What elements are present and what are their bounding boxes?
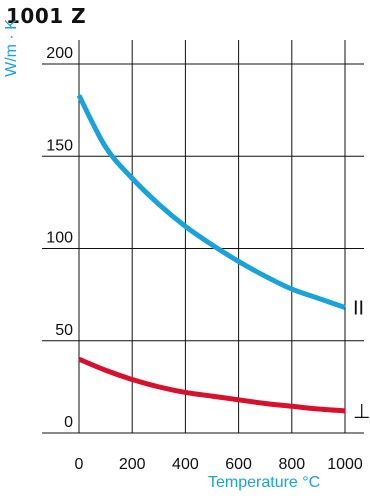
series-labels: II ⊥ xyxy=(353,298,370,423)
y-tick-label-1: 50 xyxy=(55,322,73,339)
series-line-1 xyxy=(78,356,346,414)
x-tick-label-1: 200 xyxy=(119,456,146,473)
x-tick-labels: 0 200 400 600 800 1000 xyxy=(75,456,363,473)
y-tick-label-2: 100 xyxy=(46,230,73,247)
series-label-0: II xyxy=(353,298,364,320)
series-line-0 xyxy=(76,94,346,310)
grid xyxy=(42,40,364,434)
y-tick-label-0: 0 xyxy=(64,414,73,431)
chart-title: 1001 Z xyxy=(6,4,87,28)
x-tick-label-3: 600 xyxy=(225,456,252,473)
x-tick-label-0: 0 xyxy=(75,456,84,473)
series-label-1: ⊥ xyxy=(353,401,370,423)
x-tick-label-4: 800 xyxy=(278,456,305,473)
x-tick-label-2: 400 xyxy=(172,456,199,473)
x-tick-label-5: 1000 xyxy=(327,456,363,473)
y-tick-label-3: 150 xyxy=(46,137,73,154)
x-axis-label: Temperature °C xyxy=(208,474,321,491)
y-tick-label-4: 200 xyxy=(46,45,73,62)
y-tick-labels: 0 50 100 150 200 xyxy=(46,45,73,431)
series-lines xyxy=(76,94,346,414)
